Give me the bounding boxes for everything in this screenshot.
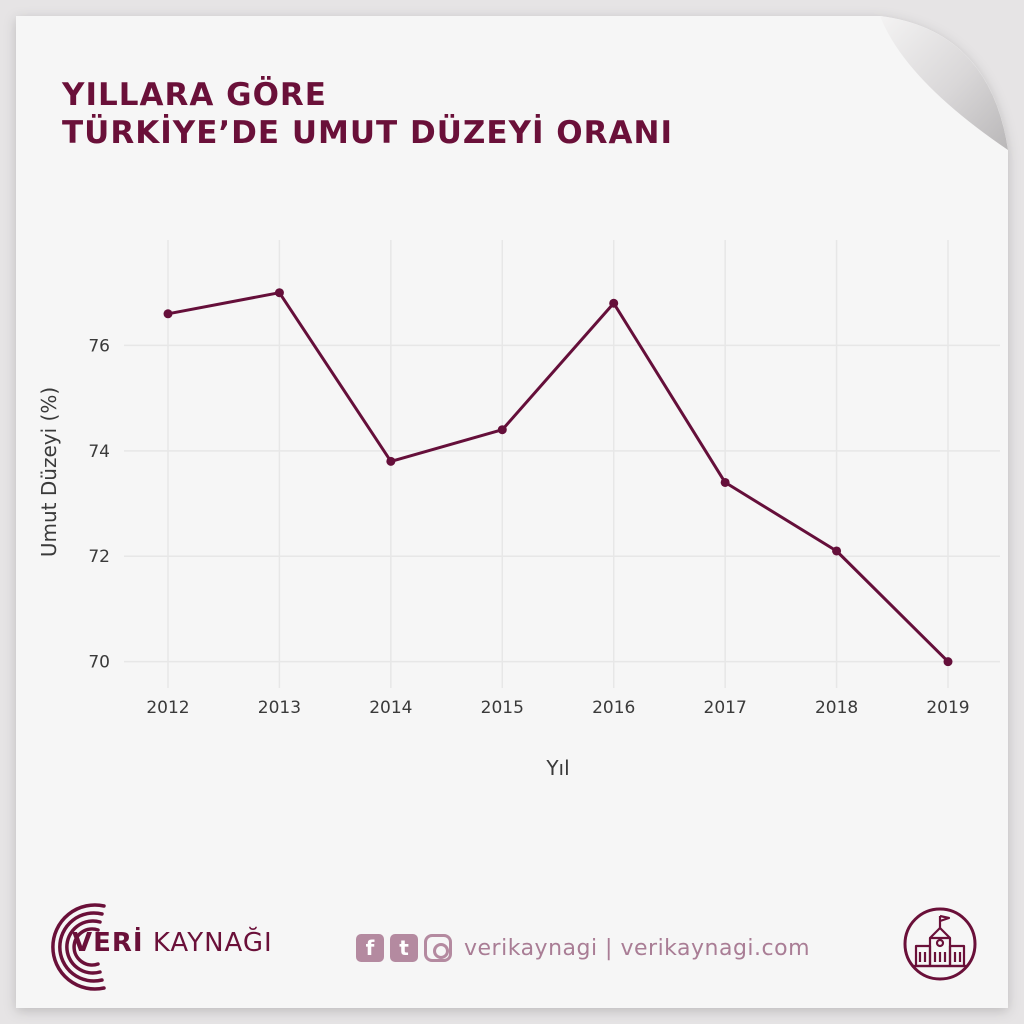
- x-tick-label: 2015: [481, 698, 524, 718]
- instagram-icon[interactable]: [424, 934, 452, 962]
- chart-title: YILLARA GÖRE TÜRKİYE’DE UMUT DÜZEYİ ORAN…: [62, 76, 673, 152]
- y-tick-label: 70: [88, 653, 110, 673]
- y-tick-label: 72: [88, 547, 110, 567]
- data-point: [386, 456, 396, 466]
- y-axis-label: Umut Düzeyi (%): [37, 387, 61, 557]
- data-point: [832, 546, 842, 556]
- data-point: [943, 657, 953, 667]
- brand-logo: [51, 903, 106, 991]
- y-tick-label: 76: [88, 336, 110, 356]
- data-point: [609, 298, 619, 308]
- social-links: f t verikaynagi | verikaynagi.com: [356, 932, 810, 964]
- y-ticks: 70 72 74 76: [88, 336, 110, 672]
- x-axis-label: Yıl: [545, 756, 569, 780]
- x-ticks: 2012 2013 2014 2015 2016 2017 2018 2019: [146, 698, 969, 718]
- school-building-icon: [903, 907, 977, 981]
- brand-name-bold: VERİ: [72, 928, 144, 958]
- data-points: [163, 288, 953, 667]
- x-tick-label: 2013: [258, 698, 301, 718]
- x-tick-label: 2018: [815, 698, 858, 718]
- facebook-icon[interactable]: f: [356, 934, 384, 962]
- y-tick-label: 74: [88, 442, 110, 462]
- brand-name-rest: KAYNAĞI: [152, 928, 273, 958]
- x-tick-label: 2017: [704, 698, 747, 718]
- data-point: [497, 425, 507, 435]
- social-handle-text[interactable]: verikaynagi | verikaynagi.com: [464, 935, 811, 961]
- title-line-2: TÜRKİYE’DE UMUT DÜZEYİ ORANI: [62, 115, 674, 151]
- x-tick-label: 2012: [146, 698, 189, 718]
- data-point: [163, 309, 173, 319]
- data-point: [720, 477, 730, 487]
- grid: [124, 240, 1000, 688]
- data-point: [274, 288, 284, 298]
- x-tick-label: 2019: [926, 698, 969, 718]
- series-line: [167, 291, 950, 663]
- x-tick-label: 2014: [369, 698, 412, 718]
- title-line-1: YILLARA GÖRE: [62, 77, 327, 113]
- twitter-icon[interactable]: t: [390, 934, 418, 962]
- brand-name: VERİ KAYNAĞI: [72, 928, 273, 958]
- x-tick-label: 2016: [592, 698, 635, 718]
- signal-arcs-icon: [51, 903, 106, 991]
